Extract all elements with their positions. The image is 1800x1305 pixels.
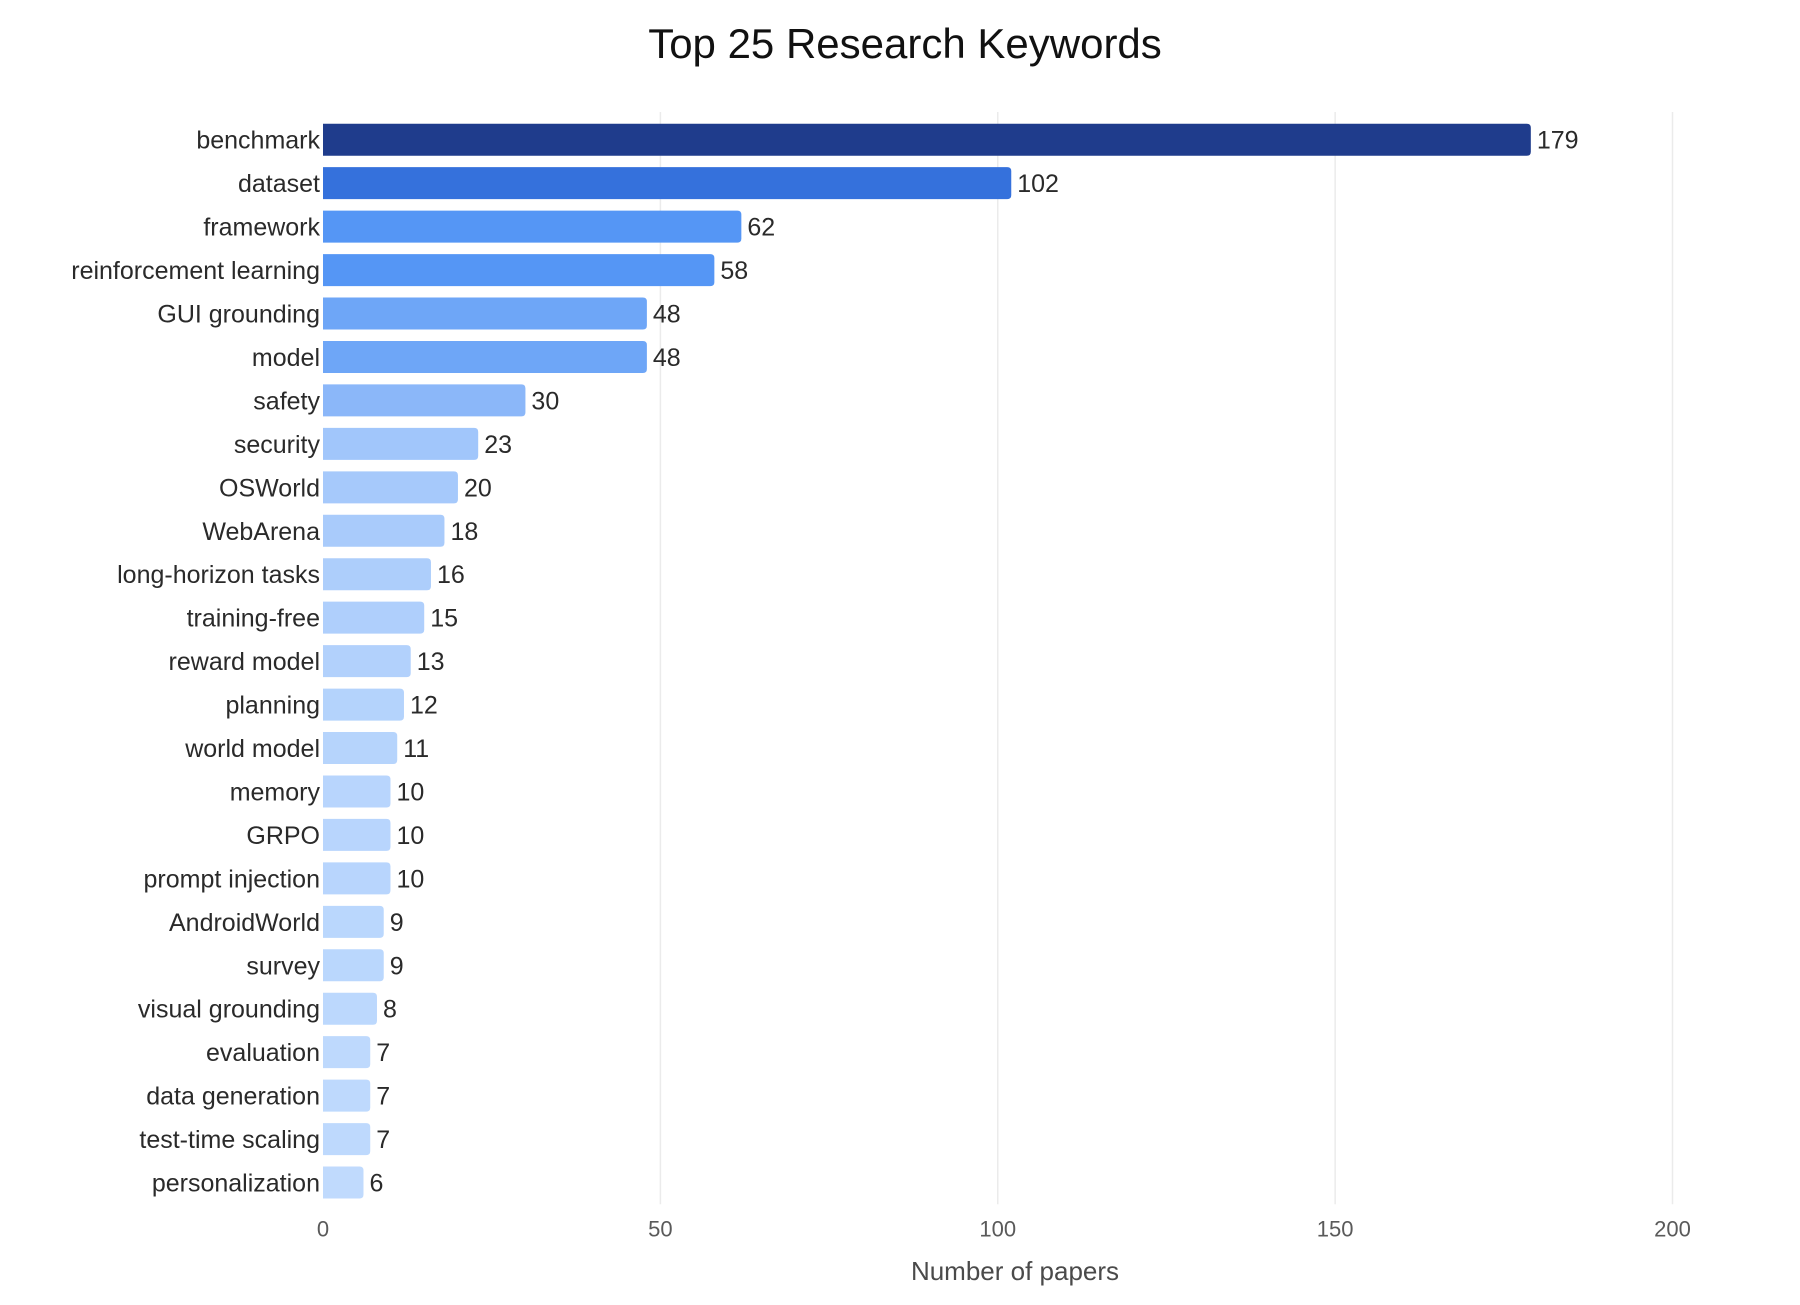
category-label: safety [253,387,320,415]
value-label: 15 [430,605,458,633]
category-label: world model [184,735,320,763]
bar [323,384,526,417]
bar [323,340,647,373]
value-label: 16 [437,561,465,589]
category-label: dataset [238,170,320,198]
bar [323,688,404,721]
bar [323,210,742,243]
bar [323,471,458,504]
bar [323,818,391,851]
value-label: 48 [653,344,681,372]
bar [323,297,647,330]
category-label: GRPO [246,822,320,850]
category-label: prompt injection [144,865,320,893]
x-axis-title: Number of papers [911,1256,1119,1286]
value-label: 23 [484,431,512,459]
bar [323,427,479,460]
value-label: 7 [376,1039,390,1067]
bar [323,992,377,1025]
x-axis-ticks: 0 50 100 150 200 [317,1216,1691,1241]
value-labels: 179 102 62 58 48 48 30 23 20 18 16 15 13 12 11 10 10 10 9 9… [369,127,1578,1198]
bar [323,167,1012,200]
category-label: AndroidWorld [169,909,320,937]
bar [323,1166,364,1199]
category-label: evaluation [206,1039,320,1067]
category-label: reinforcement learning [71,257,320,285]
value-label: 9 [390,909,404,937]
value-label: 30 [531,387,559,415]
value-label: 7 [376,1126,390,1154]
category-label: long-horizon tasks [117,561,320,589]
x-tick-label: 50 [648,1216,672,1241]
value-label: 179 [1537,127,1579,155]
value-label: 102 [1017,170,1059,198]
category-label: framework [203,214,320,242]
bar [323,862,391,895]
bar [323,1123,371,1156]
value-label: 13 [417,648,445,676]
bar [323,775,391,808]
category-label: benchmark [196,127,320,155]
bar [323,601,425,634]
value-label: 8 [383,996,397,1024]
bar [323,1079,371,1112]
category-label: GUI grounding [157,301,320,329]
value-label: 10 [396,865,424,893]
bars [323,123,1531,1199]
category-label: personalization [152,1170,320,1198]
category-label: model [252,344,320,372]
category-label: survey [246,952,320,980]
category-label: security [234,431,321,459]
bar [323,514,445,547]
x-tick-label: 0 [317,1216,329,1241]
value-label: 11 [403,735,429,763]
category-label: training-free [187,605,320,633]
bar [323,905,384,938]
bar [323,732,398,765]
x-tick-label: 150 [1317,1216,1354,1241]
value-label: 6 [369,1170,383,1198]
category-label: test-time scaling [139,1126,320,1154]
value-label: 20 [464,474,492,502]
x-tick-label: 100 [979,1216,1016,1241]
value-label: 12 [410,692,438,720]
value-label: 48 [653,301,681,329]
value-label: 58 [720,257,748,285]
value-label: 10 [396,822,424,850]
value-label: 10 [396,778,424,806]
category-label: planning [225,692,320,720]
value-label: 7 [376,1083,390,1111]
bar [323,123,1531,156]
value-label: 18 [450,518,478,546]
bar [323,254,715,287]
x-tick-label: 200 [1654,1216,1691,1241]
gridlines [659,112,1674,1205]
bar [323,1036,371,1069]
category-label: OSWorld [219,474,320,502]
value-label: 62 [747,214,775,242]
category-label: data generation [146,1083,320,1111]
bar [323,949,384,982]
category-label: reward model [169,648,320,676]
bar [323,558,431,591]
chart-title: Top 25 Research Keywords [648,20,1162,67]
category-label: visual grounding [138,996,320,1024]
bar [323,645,411,678]
value-label: 9 [390,952,404,980]
category-label: WebArena [202,518,320,546]
category-labels: benchmark dataset framework reinforcement l… [71,127,320,1198]
category-label: memory [230,778,321,806]
